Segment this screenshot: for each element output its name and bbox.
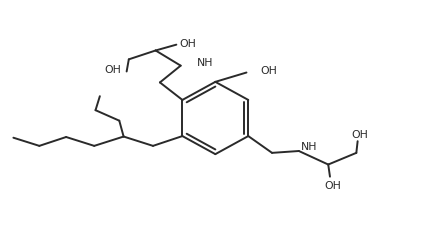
Text: NH: NH: [300, 142, 317, 152]
Text: OH: OH: [260, 66, 276, 76]
Text: OH: OH: [351, 130, 368, 140]
Text: OH: OH: [104, 65, 121, 75]
Text: NH: NH: [196, 58, 213, 67]
Text: OH: OH: [323, 181, 340, 191]
Text: OH: OH: [179, 39, 196, 49]
